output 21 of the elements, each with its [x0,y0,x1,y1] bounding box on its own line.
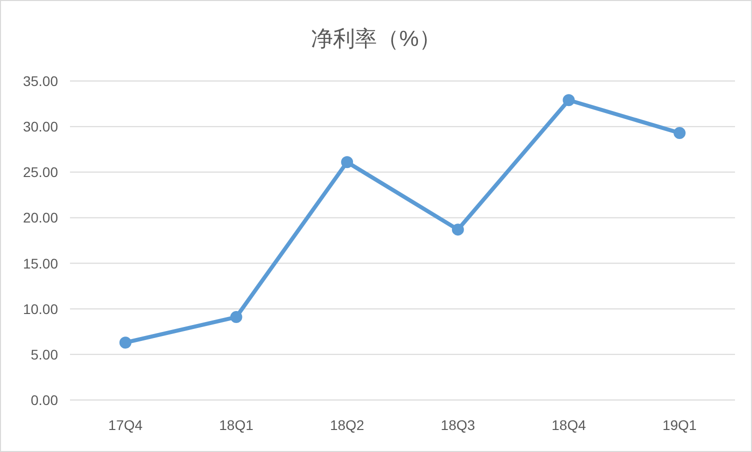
y-tick-label: 30.00 [22,118,58,135]
y-tick-label: 0.00 [30,392,58,408]
y-tick-label: 20.00 [22,210,58,226]
y-tick-label: 25.00 [22,164,58,180]
point [674,126,686,139]
x-tick-label: 18Q2 [330,417,364,433]
y-tick-label: 10.00 [22,300,58,317]
y-tick-label: 15.00 [22,255,58,272]
point [230,311,242,324]
y-tick-label: 35.00 [22,73,58,89]
x-tick-label: 18Q3 [440,417,476,433]
chart-title: 净利率（%） [311,26,441,51]
point [119,336,132,349]
y-tick-label: 5.00 [30,346,58,362]
x-tick-label: 17Q4 [108,417,143,433]
point [562,94,575,106]
point [452,224,464,236]
x-tick-label: 18Q1 [219,417,254,433]
x-tick-label: 18Q4 [552,417,586,433]
x-tick-label: 19Q1 [662,417,697,433]
point [341,156,354,168]
